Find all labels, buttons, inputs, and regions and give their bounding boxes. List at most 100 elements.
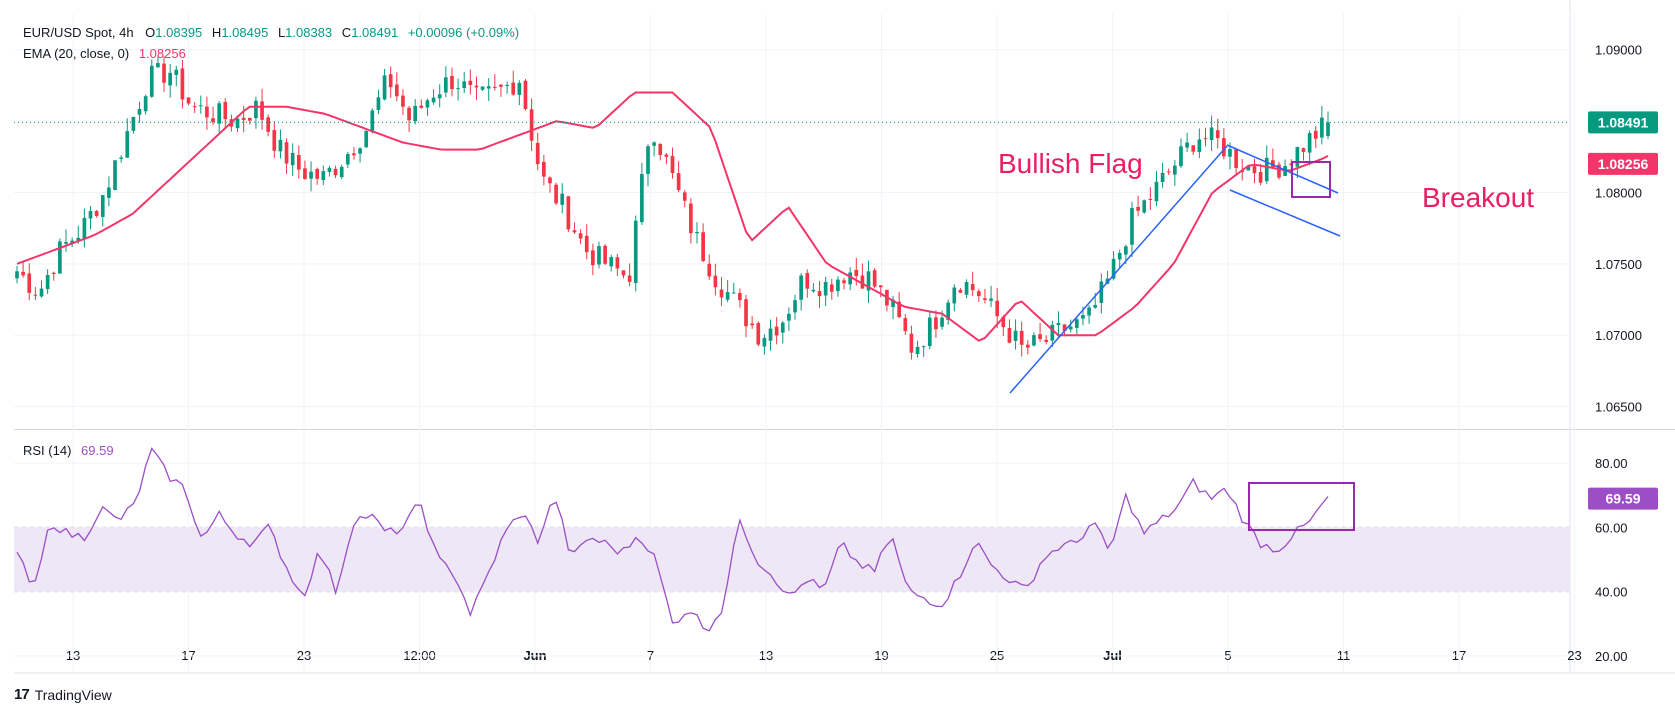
- candle: [1136, 206, 1140, 211]
- candle: [39, 288, 44, 297]
- candle: [107, 187, 111, 198]
- candle: [125, 131, 130, 158]
- candle: [572, 230, 577, 233]
- candle: [260, 101, 264, 120]
- candle: [640, 173, 644, 223]
- candle: [799, 275, 803, 300]
- candle: [774, 326, 779, 336]
- candle: [217, 103, 222, 124]
- candle: [535, 143, 540, 165]
- candle: [51, 272, 56, 274]
- candle: [1326, 122, 1330, 137]
- candle: [976, 291, 981, 297]
- close-value: 1.08491: [351, 25, 399, 40]
- candle: [1062, 324, 1067, 332]
- candle: [272, 130, 277, 151]
- rsi-y-tick-label: 80.00: [1595, 456, 1628, 471]
- bullish-flag-annotation: Bullish Flag: [998, 148, 1143, 179]
- rsi-label[interactable]: RSI (14): [23, 443, 72, 458]
- candle: [413, 105, 418, 122]
- candle: [443, 77, 448, 93]
- y-tick-label: 1.09000: [1595, 43, 1642, 58]
- candle: [1160, 172, 1165, 183]
- candle: [1320, 117, 1324, 138]
- candle: [437, 94, 442, 99]
- ema-label[interactable]: EMA (20, close, 0): [23, 46, 130, 61]
- candle: [1111, 258, 1116, 279]
- tradingview-logo-icon[interactable]: 17: [14, 686, 30, 703]
- candle: [584, 235, 589, 253]
- y-tick-label: 1.06500: [1595, 400, 1642, 415]
- candle: [1215, 130, 1220, 139]
- candle: [266, 117, 271, 132]
- candle: [223, 101, 228, 120]
- candle: [70, 240, 74, 244]
- rsi-y-tick-label: 20.00: [1595, 649, 1628, 664]
- candle: [793, 300, 797, 313]
- candle: [113, 160, 117, 191]
- candle: [486, 86, 491, 89]
- candle: [162, 63, 166, 83]
- y-tick-label: 1.08000: [1595, 185, 1642, 200]
- symbol-label[interactable]: EUR/USD Spot, 4h: [23, 25, 134, 40]
- footer: 17 TradingView: [14, 686, 112, 703]
- candle: [934, 317, 938, 330]
- candle: [211, 118, 215, 123]
- candle: [811, 289, 816, 292]
- candle: [364, 130, 369, 148]
- candle: [1050, 324, 1055, 341]
- candle: [1209, 127, 1214, 141]
- candle: [995, 300, 1000, 317]
- candle: [1019, 330, 1024, 345]
- candle: [762, 337, 767, 347]
- candle: [1093, 304, 1098, 308]
- candle: [1032, 335, 1036, 346]
- candle: [701, 232, 705, 262]
- candle: [284, 142, 289, 164]
- candle: [119, 157, 123, 159]
- candle: [652, 142, 656, 146]
- ema-line: [16, 91, 1329, 342]
- candle: [82, 217, 87, 240]
- candle: [1044, 339, 1049, 342]
- candle: [1197, 139, 1202, 152]
- candle: [192, 106, 197, 108]
- candle: [964, 282, 969, 295]
- candle: [670, 155, 675, 174]
- candle: [707, 263, 712, 277]
- candle: [394, 84, 399, 97]
- candle: [431, 97, 436, 103]
- candle: [872, 270, 877, 287]
- candle: [1234, 148, 1238, 169]
- brand-label[interactable]: TradingView: [34, 686, 112, 703]
- rsi-band: [14, 527, 1570, 592]
- candle: [309, 171, 313, 179]
- candle: [205, 106, 209, 118]
- last-price-badge-bg: [1588, 111, 1658, 134]
- candle: [198, 105, 203, 107]
- candle: [529, 109, 534, 141]
- candle: [787, 313, 791, 321]
- candle: [370, 110, 375, 133]
- candle: [474, 85, 479, 88]
- candle: [27, 273, 32, 293]
- candle: [1123, 246, 1128, 255]
- candle: [303, 168, 307, 180]
- rsi-y-tick-label: 60.00: [1595, 520, 1628, 535]
- candle: [345, 154, 350, 165]
- candle: [1307, 133, 1312, 153]
- candle: [156, 62, 160, 68]
- candle: [842, 280, 846, 284]
- candle: [468, 80, 473, 86]
- candle: [768, 328, 773, 341]
- rsi-header: RSI (14) 69.59: [23, 443, 114, 458]
- candle: [456, 88, 460, 90]
- candle: [419, 105, 424, 108]
- candle: [1246, 165, 1251, 171]
- candle: [376, 97, 381, 110]
- candle: [1252, 166, 1257, 174]
- candle: [1074, 319, 1079, 328]
- candle: [1148, 198, 1153, 200]
- candle: [1271, 160, 1275, 168]
- candle: [627, 275, 632, 282]
